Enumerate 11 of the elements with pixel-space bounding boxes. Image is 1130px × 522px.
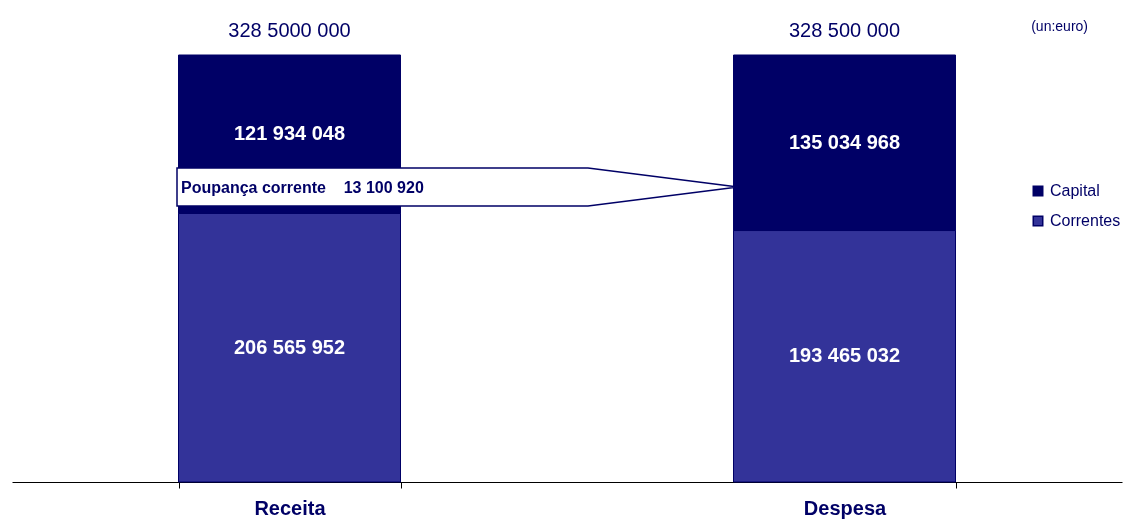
data-label: 193 465 032 [788,344,901,367]
data-label: 121 934 048 [233,122,346,145]
total-label: 328 500 000 [788,19,901,41]
data-label: 206 565 952 [233,335,346,358]
total-label: 328 5000 000 [228,19,351,41]
x-tick-label: Despesa [803,496,888,519]
legend-label: Correntes [1050,212,1121,229]
data-label: 135 034 968 [788,130,901,153]
x-tick-label: Receita [254,496,327,519]
legend-label: Capital [1050,182,1100,199]
text: (un:euro) [1031,18,1088,34]
